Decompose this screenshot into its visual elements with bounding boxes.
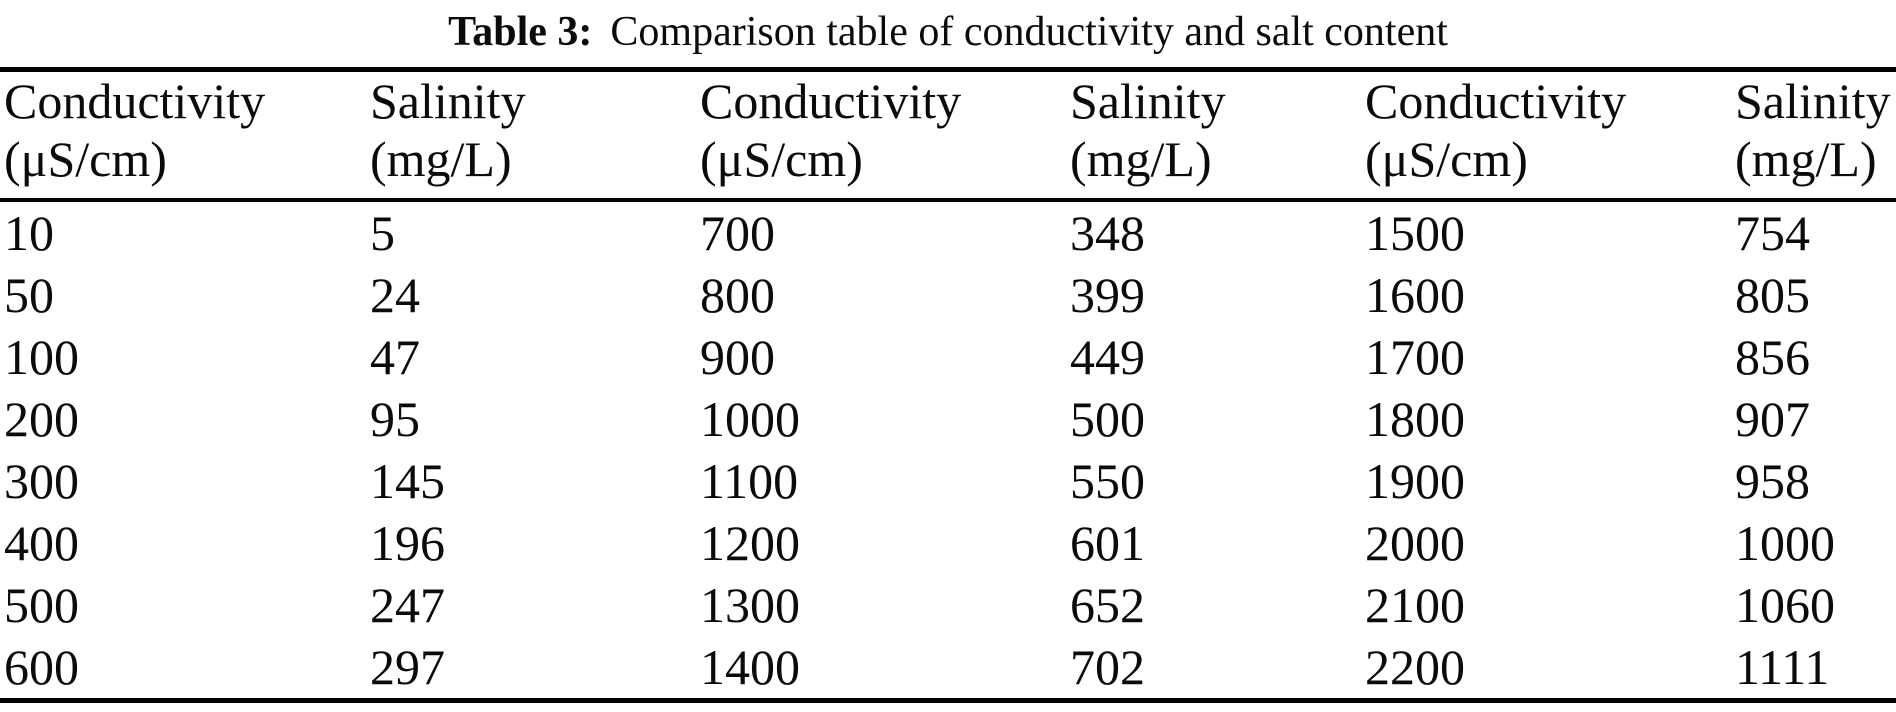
table-row: 10 5 700 348 1500 754: [0, 200, 1896, 264]
column-header-unit: (μS/cm): [1365, 131, 1528, 187]
column-header-name: Salinity: [1070, 73, 1226, 129]
table-cell: 400: [4, 515, 79, 571]
table-cell: 2000: [1365, 515, 1465, 571]
column-header-name: Conductivity: [700, 73, 962, 129]
table-cell: 95: [370, 391, 420, 447]
column-header-unit: (μS/cm): [4, 131, 167, 187]
table-cell: 449: [1070, 329, 1145, 385]
table-row: 600 297 1400 702 2200 1111: [0, 636, 1896, 701]
column-header-name: Salinity: [370, 73, 526, 129]
table-cell: 1900: [1365, 453, 1465, 509]
table-cell: 1000: [1735, 515, 1835, 571]
header-row: Conductivity (μS/cm) Salinity (mg/L) Con…: [0, 69, 1896, 202]
table-cell: 1800: [1365, 391, 1465, 447]
table-cell: 600: [4, 639, 79, 695]
table-row: 400 196 1200 601 2000 1000: [0, 512, 1896, 574]
table-row: 300 145 1100 550 1900 958: [0, 450, 1896, 512]
table-cell: 601: [1070, 515, 1145, 571]
table-cell: 348: [1070, 205, 1145, 261]
table-cell: 907: [1735, 391, 1810, 447]
column-header-unit: (mg/L): [370, 131, 512, 187]
column-header-name: Salinity: [1735, 73, 1891, 129]
table-cell: 200: [4, 391, 79, 447]
table-cell: 652: [1070, 577, 1145, 633]
table-row: 100 47 900 449 1700 856: [0, 326, 1896, 388]
table-cell: 1111: [1735, 639, 1830, 695]
table-row: 200 95 1000 500 1800 907: [0, 388, 1896, 450]
table-cell: 196: [370, 515, 445, 571]
table-cell: 247: [370, 577, 445, 633]
table-cell: 500: [1070, 391, 1145, 447]
table-cell: 1400: [700, 639, 800, 695]
table-cell: 399: [1070, 267, 1145, 323]
table-cell: 550: [1070, 453, 1145, 509]
table-cell: 900: [700, 329, 775, 385]
table-row: 500 247 1300 652 2100 1060: [0, 574, 1896, 636]
table-cell: 47: [370, 329, 420, 385]
conductivity-salinity-table: Conductivity (μS/cm) Salinity (mg/L) Con…: [0, 67, 1896, 703]
table-cell: 1200: [700, 515, 800, 571]
table-cell: 805: [1735, 267, 1810, 323]
column-header-name: Conductivity: [1365, 73, 1627, 129]
column-header-unit: (μS/cm): [700, 131, 863, 187]
column-header-unit: (mg/L): [1070, 131, 1212, 187]
table-cell: 50: [4, 267, 54, 323]
table-caption: Table 3: Comparison table of conductivity…: [0, 0, 1896, 67]
table-cell: 10: [4, 205, 54, 261]
table-cell: 2100: [1365, 577, 1465, 633]
table-caption-text: Comparison table of conductivity and sal…: [610, 9, 1448, 55]
table-cell: 800: [700, 267, 775, 323]
column-header-unit: (mg/L): [1735, 131, 1877, 187]
column-header-name: Conductivity: [4, 73, 266, 129]
table-cell: 1600: [1365, 267, 1465, 323]
column-header-salinity-3: Salinity (mg/L): [1731, 69, 1896, 202]
table-cell: 958: [1735, 453, 1810, 509]
table-cell: 1700: [1365, 329, 1465, 385]
table-cell: 297: [370, 639, 445, 695]
table-cell: 1500: [1365, 205, 1465, 261]
column-header-salinity-2: Salinity (mg/L): [1066, 69, 1361, 202]
table-cell: 100: [4, 329, 79, 385]
column-header-conductivity-2: Conductivity (μS/cm): [696, 69, 1066, 202]
table-caption-label: Table 3:: [448, 9, 593, 55]
table-cell: 2200: [1365, 639, 1465, 695]
table-cell: 856: [1735, 329, 1810, 385]
table-cell: 1060: [1735, 577, 1835, 633]
table-cell: 1300: [700, 577, 800, 633]
column-header-conductivity-3: Conductivity (μS/cm): [1361, 69, 1731, 202]
table-cell: 145: [370, 453, 445, 509]
table-cell: 754: [1735, 205, 1810, 261]
column-header-conductivity-1: Conductivity (μS/cm): [0, 69, 366, 202]
table-cell: 1000: [700, 391, 800, 447]
table-cell: 5: [370, 205, 395, 261]
table-cell: 702: [1070, 639, 1145, 695]
table-cell: 300: [4, 453, 79, 509]
table-cell: 1100: [700, 453, 799, 509]
table-cell: 700: [700, 205, 775, 261]
table-cell: 24: [370, 267, 420, 323]
table-cell: 500: [4, 577, 79, 633]
table-row: 50 24 800 399 1600 805: [0, 264, 1896, 326]
column-header-salinity-1: Salinity (mg/L): [366, 69, 696, 202]
